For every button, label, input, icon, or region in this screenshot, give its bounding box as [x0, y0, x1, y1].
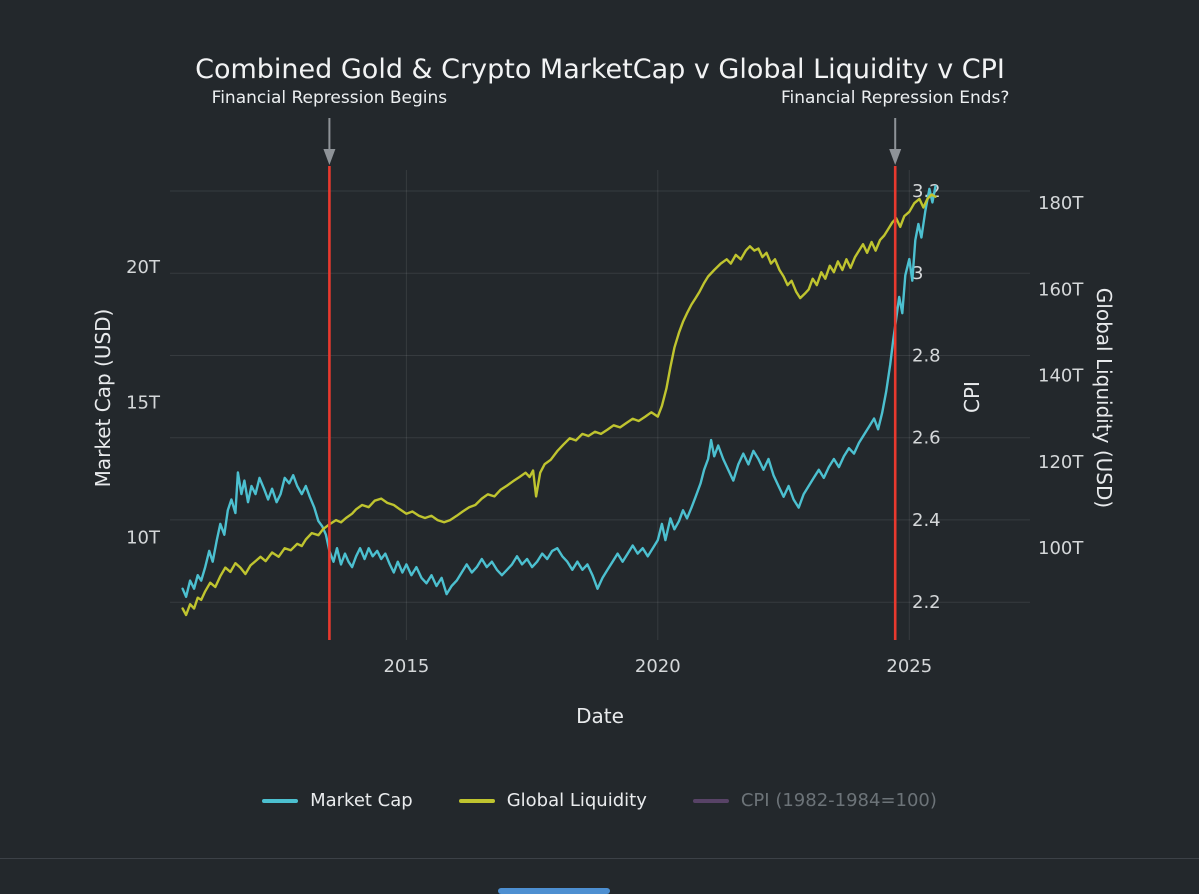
svg-text:120T: 120T	[1038, 452, 1084, 473]
legend-swatch-market-cap	[262, 798, 299, 803]
svg-text:2020: 2020	[635, 656, 681, 677]
svg-text:140T: 140T	[1038, 366, 1084, 387]
svg-text:20T: 20T	[126, 257, 161, 278]
x-axis-title-date: Date	[576, 704, 624, 728]
legend-item-market-cap[interactable]: Market Cap	[262, 790, 413, 811]
svg-text:3: 3	[912, 263, 923, 284]
legend-swatch-global-liquidity	[458, 798, 495, 803]
legend-item-cpi[interactable]: CPI (1982-1984=100)	[692, 790, 937, 811]
legend-label-cpi: CPI (1982-1984=100)	[740, 790, 937, 811]
annotation-financial-repression-ends: Financial Repression Ends?	[780, 88, 1010, 108]
svg-text:10T: 10T	[126, 527, 161, 548]
svg-text:180T: 180T	[1038, 193, 1084, 214]
svg-text:100T: 100T	[1038, 538, 1084, 559]
legend-item-global-liquidity[interactable]: Global Liquidity	[458, 790, 647, 811]
y-axis-title-global-liquidity: Global Liquidity (USD)	[1092, 287, 1116, 509]
y-axis-title-cpi: CPI	[960, 381, 984, 413]
chart-title: Combined Gold & Crypto MarketCap v Globa…	[195, 54, 1005, 85]
bottom-divider	[0, 858, 1199, 859]
svg-text:160T: 160T	[1038, 279, 1084, 300]
svg-text:2025: 2025	[886, 656, 932, 677]
svg-text:2.6: 2.6	[912, 428, 941, 449]
svg-text:2.4: 2.4	[912, 510, 941, 531]
legend-swatch-cpi	[692, 798, 729, 803]
svg-text:15T: 15T	[126, 392, 161, 413]
y-axis-title-market-cap: Market Cap (USD)	[91, 308, 115, 488]
svg-text:2015: 2015	[383, 656, 429, 677]
svg-text:2.2: 2.2	[912, 592, 941, 613]
legend: Market Cap Global Liquidity CPI (1982-19…	[0, 790, 1199, 811]
svg-text:2.8: 2.8	[912, 346, 941, 367]
annotation-financial-repression-begins: Financial Repression Begins	[211, 88, 448, 108]
legend-label-market-cap: Market Cap	[310, 790, 413, 811]
legend-label-global-liquidity: Global Liquidity	[506, 790, 647, 811]
bottom-accent-bar	[498, 888, 610, 894]
